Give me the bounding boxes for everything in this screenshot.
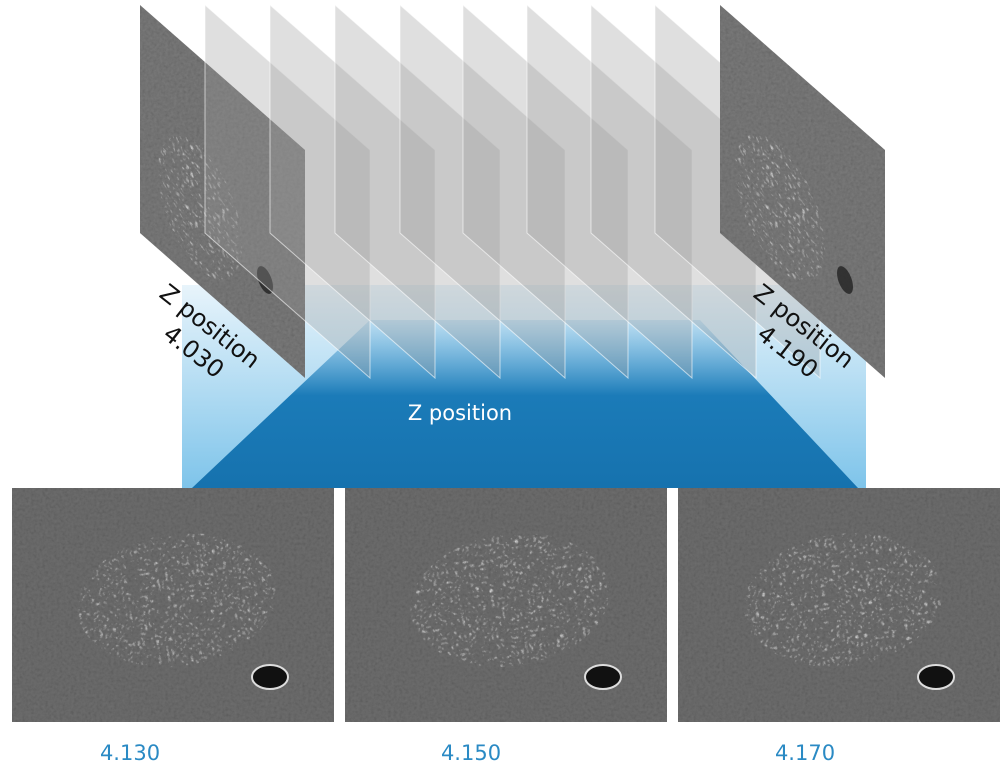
slice-value: 4.170 xyxy=(775,741,835,765)
dark-spot xyxy=(257,266,273,294)
cluster xyxy=(158,135,242,280)
slice xyxy=(399,3,566,380)
slice-value: 4.150 xyxy=(441,741,501,765)
slice-stack xyxy=(140,3,885,380)
bottom-images: 4.130 4.150 4.170 xyxy=(12,488,1000,765)
slice xyxy=(590,3,757,380)
slice-cluster xyxy=(735,134,853,294)
dark-spot xyxy=(837,266,853,294)
dark-spot xyxy=(917,664,955,690)
center-label: Z position xyxy=(408,401,512,425)
cluster xyxy=(743,533,943,667)
dark-spot xyxy=(251,664,289,690)
slice-value: 4.130 xyxy=(100,741,160,765)
cluster xyxy=(735,134,825,282)
slice xyxy=(526,3,693,380)
cluster xyxy=(410,533,610,667)
dark-spot xyxy=(584,664,622,690)
cluster xyxy=(77,533,277,667)
slice xyxy=(462,3,629,380)
slice-cluster xyxy=(158,135,273,294)
